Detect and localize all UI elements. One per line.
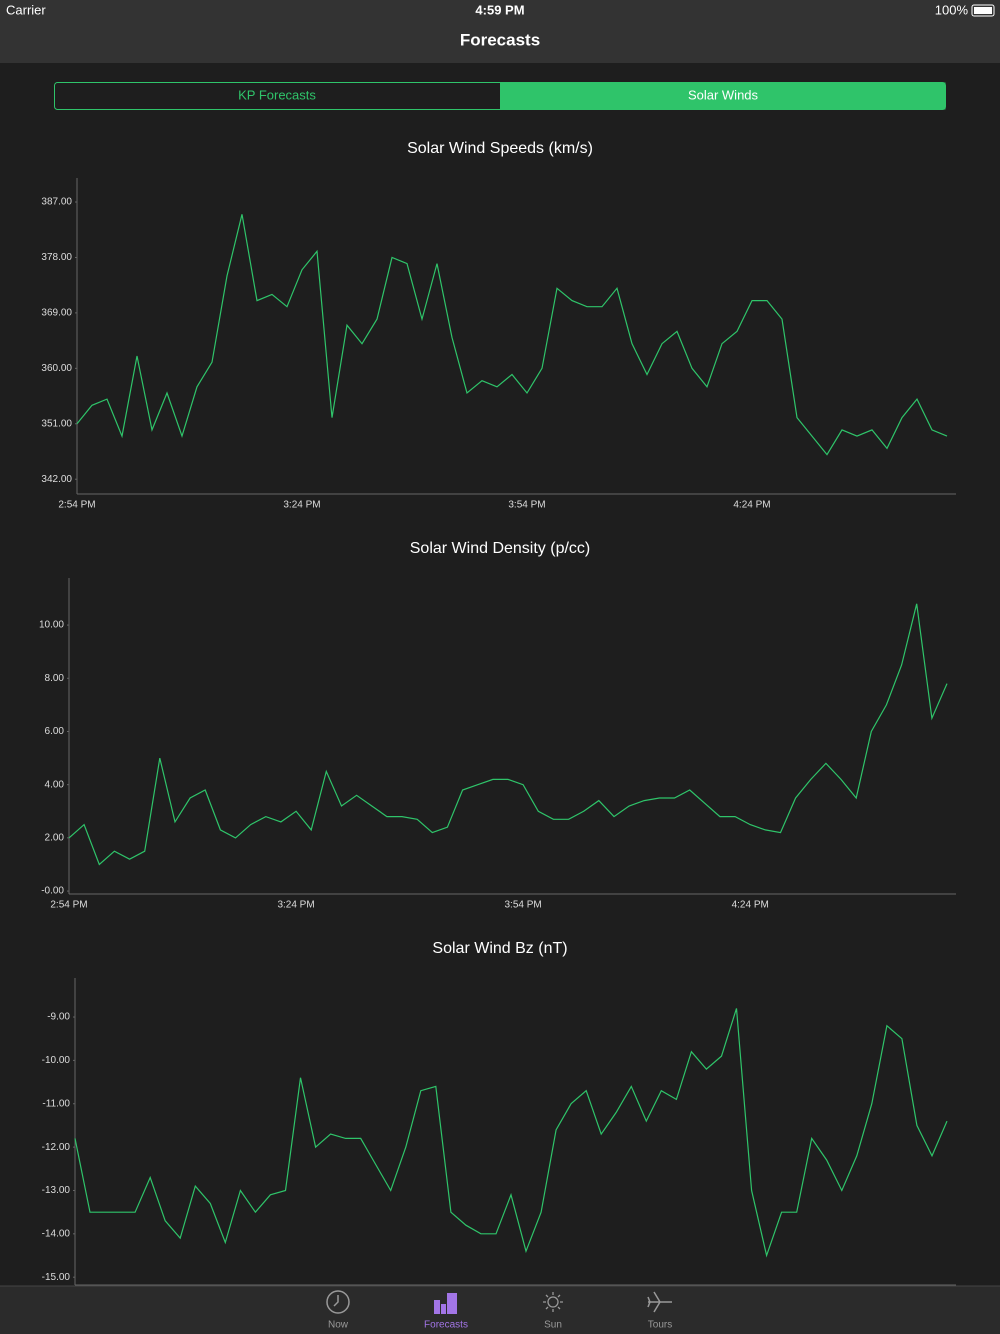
x-tick-label: 4:24 PM [732, 900, 769, 911]
sun-icon [547, 1296, 559, 1308]
tab-bar: Now Forecasts Sun Tours [0, 1285, 1000, 1334]
clock: 4:59 PM [475, 2, 524, 17]
y-tick-label: -11.00 [42, 1098, 70, 1109]
y-tick-label: 4.00 [45, 779, 65, 790]
y-tick-label: -0.00 [41, 886, 64, 897]
x-tick-label: 3:24 PM [283, 500, 320, 511]
tab-label[interactable]: Now [328, 1320, 349, 1331]
chart-title: Solar Wind Bz (nT) [432, 940, 567, 957]
x-tick-label: 3:54 PM [508, 500, 545, 511]
x-tick-label: 3:54 PM [505, 900, 542, 911]
y-tick-label: 10.00 [39, 620, 64, 631]
tab-tours[interactable]: Tours [647, 1291, 672, 1331]
y-tick-label: -13.00 [42, 1185, 71, 1196]
data-line [74, 1008, 948, 1258]
sun-rays [543, 1292, 563, 1312]
y-tick-label: -9.00 [47, 1012, 70, 1023]
clock-hands [333, 1295, 339, 1307]
tab-label[interactable]: Sun [544, 1320, 562, 1331]
x-tick-label: 2:54 PM [58, 500, 95, 511]
tab-sun[interactable]: Sun [543, 1292, 563, 1331]
tab-label[interactable]: Forecasts [424, 1320, 468, 1331]
segment-label[interactable]: Solar Winds [688, 87, 759, 102]
y-tick-label: 387.00 [41, 197, 72, 208]
y-tick-label: 8.00 [45, 673, 65, 684]
battery-icon [971, 4, 995, 17]
carrier: Carrier [6, 2, 46, 17]
tab-now[interactable]: Now [326, 1290, 350, 1331]
segment-label[interactable]: KP Forecasts [238, 87, 316, 102]
plane-icon [647, 1291, 672, 1313]
charts: Solar Wind Speeds (km/s) 342.00 351.00 360.… [39, 140, 956, 1286]
x-tick-label: 2:54 PM [50, 900, 87, 911]
data-line [76, 214, 948, 456]
battery-level [974, 7, 992, 14]
y-tick-label: 378.00 [41, 252, 72, 263]
chart-title: Solar Wind Speeds (km/s) [407, 140, 593, 157]
chart-icon [434, 1293, 457, 1314]
y-tick-label: 351.00 [41, 418, 72, 429]
y-tick-label: 360.00 [41, 363, 72, 374]
y-tick-label: 342.00 [41, 474, 72, 485]
tab-bar-bg [0, 1286, 1000, 1334]
y-tick-label: -15.00 [42, 1272, 71, 1283]
y-tick-label: 2.00 [45, 833, 65, 844]
chart-title: Solar Wind Density (p/cc) [410, 540, 591, 557]
nav-bar [0, 0, 1000, 63]
nav-title: Forecasts [460, 30, 540, 49]
clock-icon [326, 1290, 350, 1314]
y-tick-label: 369.00 [41, 308, 72, 319]
y-tick-label: 6.00 [45, 726, 65, 737]
tab-label[interactable]: Tours [648, 1320, 672, 1331]
x-tick-label: 3:24 PM [277, 900, 314, 911]
x-tick-label: 4:24 PM [733, 500, 770, 511]
segment-selected[interactable] [500, 82, 946, 110]
tab-forecasts[interactable]: Forecasts [424, 1293, 468, 1331]
battery-text: 100% [935, 2, 969, 17]
y-tick-label: -14.00 [42, 1228, 71, 1239]
y-tick-label: -12.00 [42, 1142, 71, 1153]
data-line [68, 603, 948, 866]
y-tick-label: -10.00 [42, 1055, 71, 1066]
